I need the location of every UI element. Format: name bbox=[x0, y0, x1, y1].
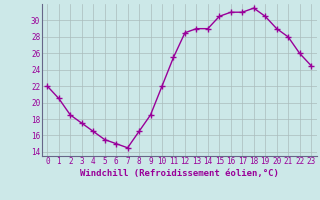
X-axis label: Windchill (Refroidissement éolien,°C): Windchill (Refroidissement éolien,°C) bbox=[80, 169, 279, 178]
